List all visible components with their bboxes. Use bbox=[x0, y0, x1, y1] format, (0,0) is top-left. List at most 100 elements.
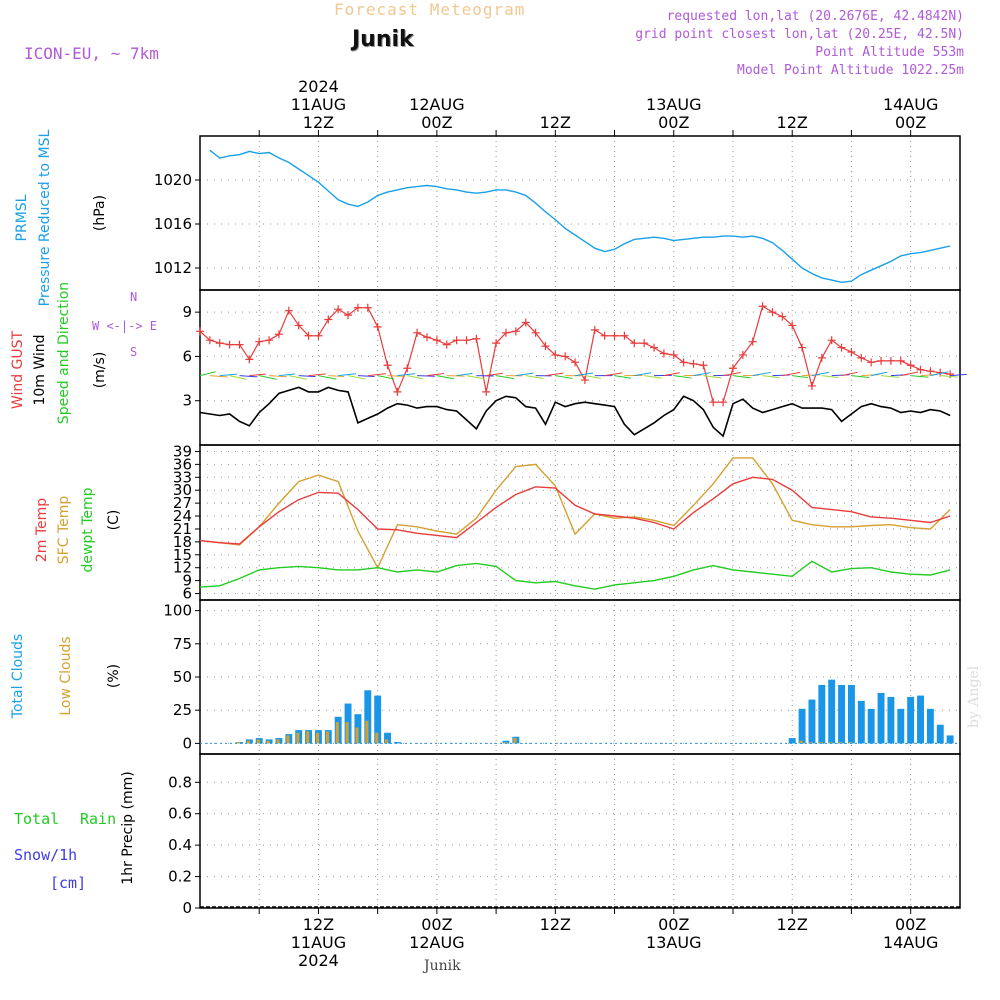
wind-arrow bbox=[338, 373, 357, 377]
time-label-top: 14AUG bbox=[883, 95, 938, 114]
wind-arrow bbox=[249, 373, 266, 377]
total-clouds-bar bbox=[907, 696, 915, 744]
time-label-bottom: 11AUG bbox=[291, 933, 346, 952]
wind-arrow bbox=[426, 372, 445, 377]
wind-arrow bbox=[821, 375, 839, 379]
wind-arrow bbox=[792, 375, 808, 379]
gust-marker bbox=[738, 350, 747, 359]
gust-marker bbox=[561, 352, 570, 361]
low-clouds-bar bbox=[286, 735, 290, 744]
gust-marker bbox=[837, 343, 846, 352]
wind-arrow bbox=[397, 373, 416, 377]
low-clouds-bar bbox=[829, 742, 833, 744]
gust-marker bbox=[403, 364, 412, 373]
gust-marker bbox=[788, 321, 797, 330]
y-tick-label: 9 bbox=[182, 303, 192, 321]
footer-location: Junik bbox=[424, 958, 461, 974]
panel-frame bbox=[199, 444, 961, 601]
time-label-top: 11AUG bbox=[291, 95, 346, 114]
low-clouds-bar bbox=[237, 742, 241, 744]
chart-title: Forecast Meteogram bbox=[334, 0, 526, 19]
low-clouds-bar bbox=[819, 742, 823, 744]
gust-marker bbox=[580, 376, 589, 385]
total-clouds-bar bbox=[926, 708, 934, 744]
gust-marker bbox=[373, 322, 382, 331]
y-tick-label: 0.6 bbox=[168, 805, 192, 823]
time-label-bottom: 2024 bbox=[298, 951, 339, 970]
requested-coords: requested lon,lat (20.2676E, 42.4842N) bbox=[666, 9, 964, 24]
low-clouds-bar bbox=[345, 722, 349, 744]
low-clouds-bar bbox=[513, 738, 517, 744]
low-clouds-bar bbox=[385, 739, 389, 744]
gust-marker bbox=[679, 358, 688, 367]
gust-marker bbox=[630, 339, 639, 348]
y-tick-label: 30 bbox=[173, 481, 192, 499]
total-clouds-bar bbox=[857, 700, 865, 744]
gust-marker bbox=[867, 358, 876, 367]
wind-arrow bbox=[950, 373, 967, 377]
wind-arrow bbox=[663, 372, 680, 377]
wind-arrow bbox=[259, 375, 277, 380]
total-clouds-bar bbox=[788, 738, 796, 744]
gust-marker bbox=[353, 303, 362, 312]
gust-marker bbox=[620, 331, 629, 340]
wind-arrow bbox=[900, 371, 919, 377]
y-tick-label: 21 bbox=[173, 520, 192, 538]
total-clouds-bar bbox=[877, 692, 885, 744]
total-clouds-bar bbox=[374, 695, 382, 744]
gust-marker bbox=[551, 350, 560, 359]
gust-marker bbox=[758, 302, 767, 311]
total-clouds-bar bbox=[867, 708, 875, 744]
wind-line bbox=[199, 386, 951, 438]
gust-marker bbox=[472, 334, 481, 343]
gust-marker bbox=[274, 330, 283, 339]
gust-marker bbox=[383, 361, 392, 370]
t2m-line bbox=[199, 476, 951, 545]
y-tick-label: 25 bbox=[173, 701, 192, 719]
panel-frame bbox=[199, 289, 961, 446]
wind-arrow bbox=[604, 372, 623, 377]
wind-arrow bbox=[357, 375, 375, 377]
wind-arrow bbox=[387, 375, 406, 377]
wind-arrow bbox=[199, 371, 216, 377]
gust-marker bbox=[462, 336, 471, 345]
wind-arrow bbox=[673, 375, 692, 379]
total-clouds-bar bbox=[364, 690, 372, 744]
time-label-top: 00Z bbox=[421, 113, 452, 132]
wind-arrow bbox=[732, 375, 751, 379]
total-clouds-bar bbox=[847, 684, 855, 744]
time-label-bottom: 12Z bbox=[540, 915, 571, 934]
total-label: Total bbox=[14, 810, 60, 828]
wind-arrow bbox=[693, 372, 711, 377]
low-clouds-bar bbox=[315, 732, 320, 744]
gust-marker bbox=[324, 315, 333, 324]
y-tick-label: 1012 bbox=[154, 259, 192, 277]
gust-marker bbox=[196, 327, 204, 336]
gust-marker bbox=[284, 306, 293, 315]
low-clouds-bar bbox=[325, 731, 329, 744]
panel-frame bbox=[199, 599, 961, 755]
gust-marker bbox=[896, 356, 905, 365]
rain-label: Rain bbox=[80, 810, 117, 828]
time-label-top: 00Z bbox=[895, 113, 926, 132]
model-label: ICON-EU, ~ 7km bbox=[24, 44, 159, 63]
time-label-top: 00Z bbox=[658, 113, 689, 132]
location-title: Junik bbox=[352, 27, 414, 52]
dewpt-line bbox=[199, 560, 951, 590]
time-label-top: 12Z bbox=[540, 113, 571, 132]
wind-arrow bbox=[555, 375, 573, 379]
gust-marker bbox=[265, 336, 274, 345]
wind-arrow bbox=[614, 375, 632, 379]
low-clouds-bar bbox=[848, 742, 853, 744]
wind-arrow bbox=[871, 371, 888, 377]
gust-marker bbox=[521, 318, 530, 327]
wind-arrow bbox=[436, 375, 455, 380]
gust-marker bbox=[610, 331, 619, 340]
compass-north: N bbox=[130, 290, 138, 304]
gust-marker bbox=[728, 364, 737, 373]
low-clouds-bar bbox=[306, 731, 310, 744]
gust-marker bbox=[541, 342, 550, 351]
wind-arrow bbox=[486, 372, 503, 377]
low-clouds-bar bbox=[266, 740, 270, 744]
